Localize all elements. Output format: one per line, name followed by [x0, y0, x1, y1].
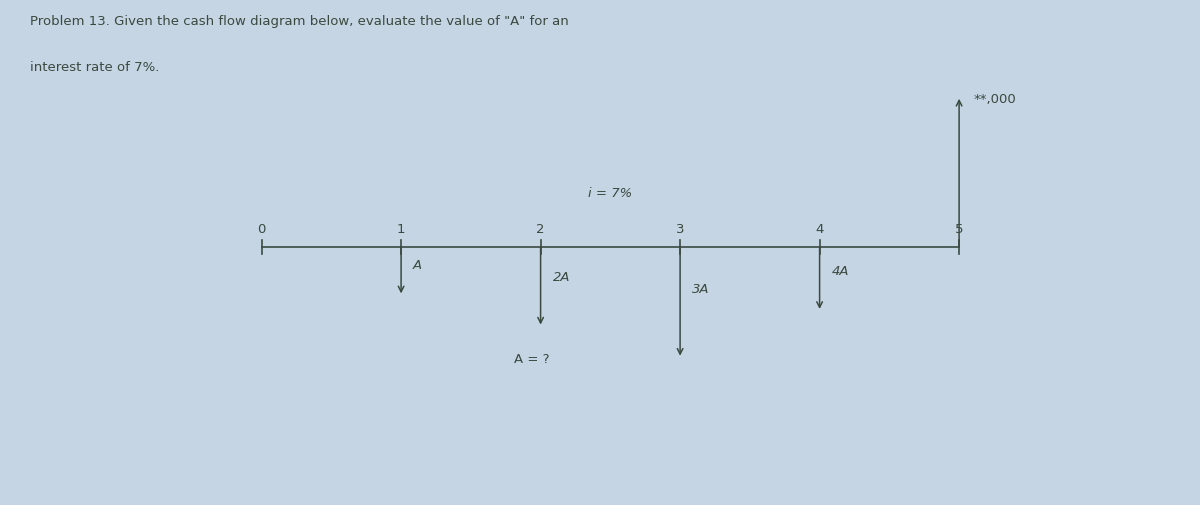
Text: A: A	[413, 259, 422, 272]
Text: interest rate of 7%.: interest rate of 7%.	[30, 61, 160, 74]
Text: 3: 3	[676, 223, 684, 235]
Text: 3A: 3A	[692, 282, 709, 295]
Text: A = ?: A = ?	[514, 352, 550, 365]
Text: **,000: **,000	[973, 93, 1015, 106]
Text: 2: 2	[536, 223, 545, 235]
Text: 2A: 2A	[553, 270, 570, 283]
Text: 0: 0	[258, 223, 265, 235]
Text: 4A: 4A	[832, 265, 850, 277]
Text: Problem 13. Given the cash flow diagram below, evaluate the value of "A" for an: Problem 13. Given the cash flow diagram …	[30, 15, 569, 28]
Text: i = 7%: i = 7%	[588, 186, 632, 199]
Text: 5: 5	[955, 223, 964, 235]
Text: 4: 4	[816, 223, 823, 235]
Text: 1: 1	[397, 223, 406, 235]
